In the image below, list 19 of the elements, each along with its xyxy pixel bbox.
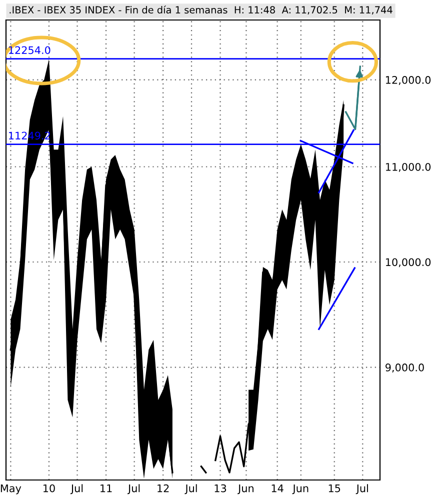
x-tick-label: Jun [238,484,254,494]
x-tick-label: 15 [328,484,340,492]
ref-line-label: 12254.0 [9,46,50,54]
x-tick-label: 11 [100,484,112,492]
x-tick-label: May [0,484,22,494]
x-tick-label: 10 [43,484,55,492]
y-tick-label: 10,000.0 [386,258,431,268]
x-tick-label: Jul [70,484,83,494]
y-tick-label: 12,000.0 [386,76,431,85]
chart-title: .IBEX - IBEX 35 INDEX - Fin de día 1 semanas H: 11:48 A: 11,702.5 M: 11,744 [10,6,392,15]
y-tick-label: 11,000.0 [386,162,431,172]
x-tick-label: Jul [184,484,197,494]
x-tick-label: 12 [158,484,169,492]
x-tick-label: 13 [214,484,226,492]
y-tick-label: 9,000.0 [386,364,424,372]
x-tick-label: Jun [292,484,308,494]
x-tick-label: Jul [356,484,368,494]
x-tick-label: 14 [272,484,284,492]
x-tick-label: Jul [127,484,140,494]
